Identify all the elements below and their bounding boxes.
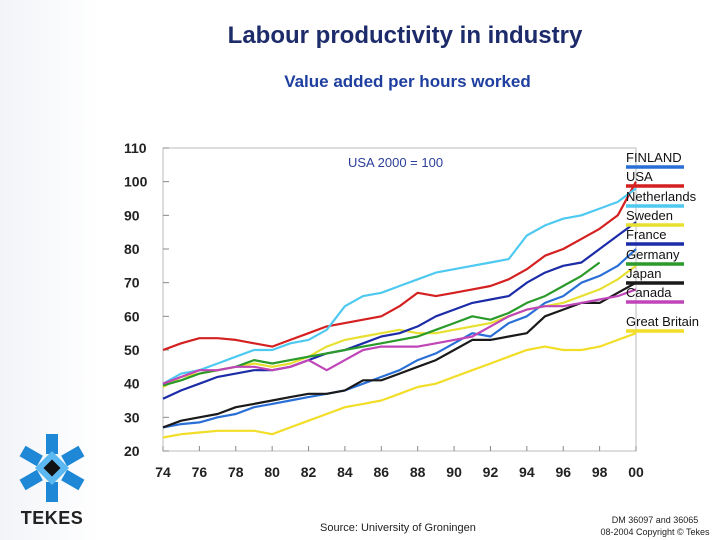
legend-label-germany: Germany — [626, 247, 680, 262]
x-tick-label: 94 — [519, 464, 535, 480]
series-line-usa — [162, 181, 637, 352]
y-tick-label: 50 — [124, 342, 140, 358]
x-tick-label: 76 — [192, 464, 208, 480]
legend-label-sweden: Sweden — [626, 208, 673, 223]
y-tick-label: 30 — [124, 409, 140, 425]
x-tick-label: 82 — [301, 464, 317, 480]
series-line-france — [162, 221, 637, 400]
plot-area — [162, 147, 637, 452]
copyright-line-1: DM 36097 and 36065 — [611, 515, 699, 525]
chart-annotation: USA 2000 = 100 — [348, 155, 443, 170]
x-tick-label: 84 — [337, 464, 353, 480]
copyright-note: DM 36097 and 36065 08-2004 Copyright © T… — [590, 514, 720, 538]
x-tick-label: 88 — [410, 464, 426, 480]
y-tick-label: 80 — [124, 241, 140, 257]
y-tick-label: 90 — [124, 207, 140, 223]
logo-text: TEKES — [20, 508, 84, 528]
x-tick-label: 86 — [374, 464, 390, 480]
legend-label-france: France — [626, 227, 666, 242]
x-tick-label: 00 — [628, 464, 644, 480]
legend-label-great-britain: Great Britain — [626, 314, 699, 329]
legend-label-canada: Canada — [626, 285, 672, 300]
x-tick-label: 80 — [264, 464, 280, 480]
series-line-netherlands — [162, 187, 637, 385]
legend-label-netherlands: Netherlands — [626, 189, 697, 204]
x-tick-label: 92 — [483, 464, 499, 480]
series-line-canada — [162, 288, 637, 385]
series-line-japan — [162, 281, 637, 429]
copyright-line-2: 08-2004 Copyright © Tekes — [600, 527, 710, 537]
x-tick-label: 98 — [592, 464, 608, 480]
y-tick-label: 70 — [124, 275, 140, 291]
y-tick-label: 110 — [124, 140, 147, 156]
series-line-great-britain — [162, 332, 637, 439]
page-title: Labour productivity in industry — [227, 22, 583, 49]
y-tick-label: 60 — [124, 308, 140, 324]
legend-label-finland: FINLAND — [626, 150, 682, 165]
legend-label-usa: USA — [626, 169, 653, 184]
y-tick-label: 20 — [124, 443, 140, 459]
x-tick-label: 78 — [228, 464, 244, 480]
x-tick-label: 90 — [446, 464, 462, 480]
legend-label-japan: Japan — [626, 266, 661, 281]
source-note: Source: University of Groningen — [320, 522, 476, 534]
tekes-snowflake-icon — [19, 434, 85, 502]
y-tick-label: 40 — [124, 376, 140, 392]
y-tick-label: 100 — [124, 174, 148, 190]
series-line-finland — [162, 248, 637, 429]
x-tick-label: 96 — [555, 464, 571, 480]
x-tick-label: 74 — [155, 464, 171, 480]
page-subtitle: Value added per hours worked — [284, 72, 531, 91]
